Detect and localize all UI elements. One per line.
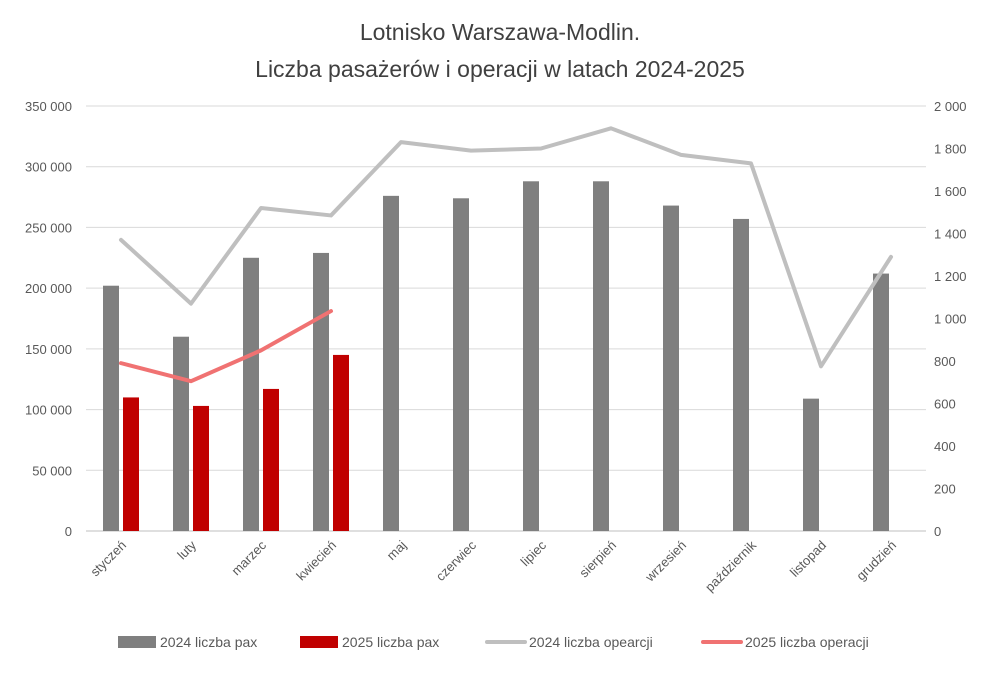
legend-label: 2024 liczba opearcji [529,634,653,650]
x-tick-label: grudzień [853,538,899,584]
bar-2025-pax [263,388,279,531]
bar-2024-pax [873,273,889,531]
lines [119,126,893,384]
y-right-tick-label: 1 000 [934,312,967,327]
y-right-tick-label: 200 [934,482,956,497]
y-right-tick-label: 2 000 [934,99,967,114]
y-left-tick-label: 200 000 [25,281,72,296]
bars [103,181,889,532]
bar-2025-pax [193,405,209,531]
y-right-tick-label: 400 [934,439,956,454]
legend-swatch [300,636,338,648]
y-right-tick-label: 1 600 [934,184,967,199]
y-left-tick-label: 350 000 [25,99,72,114]
legend: 2024 liczba pax 2025 liczba pax 2024 liczb… [118,634,869,650]
bar-2024-pax [313,252,329,531]
legend-label: 2025 liczba operacji [745,634,869,650]
y-left-tick-label: 0 [65,524,72,539]
legend-swatch [118,636,156,648]
bar-2024-pax [593,181,609,532]
bar-2024-pax [733,218,749,531]
bar-2024-pax [243,257,259,531]
y-left-tick-label: 250 000 [25,220,72,235]
bar-2024-pax [383,195,399,531]
x-tick-label: sierpień [576,538,619,581]
line-2025-operations [119,309,333,384]
chart-title-line-1: Lotnisko Warszawa-Modlin. [359,19,641,45]
x-tick-label: styczeń [87,538,129,580]
bar-2024-pax [453,198,469,532]
y-axis-right: 0 200 400 600 800 1 000 1 200 1 400 1 600 1 800 2 … [934,99,967,539]
gridlines [86,105,926,532]
y-left-tick-label: 100 000 [25,403,72,418]
x-tick-label: październik [702,537,759,594]
y-right-tick-label: 1 800 [934,142,967,157]
y-right-tick-label: 0 [934,524,941,539]
x-tick-label: listopad [787,538,829,580]
bar-2024-pax [663,205,679,532]
line-2024-operations [119,126,893,369]
x-tick-label: wrzesień [642,538,690,586]
x-tick-label: kwiecień [293,538,339,584]
bar-2024-pax [173,336,189,531]
y-left-tick-label: 50 000 [32,463,72,478]
y-axis-left: 0 50 000 100 000 150 000 200 000 250 000 300 0… [25,99,72,539]
x-tick-label: maj [384,537,409,562]
y-left-tick-label: 300 000 [25,160,72,175]
x-tick-label: czerwiec [433,537,480,584]
x-tick-label: marzec [228,537,269,578]
y-right-tick-label: 1 400 [934,227,967,242]
bar-2024-pax [523,181,539,532]
legend-label: 2024 liczba pax [160,634,257,650]
chart-title-line-2: Liczba pasażerów i operacji w latach 202… [255,56,745,82]
y-right-tick-label: 800 [934,354,956,369]
bar-2024-pax [803,398,819,531]
y-right-tick-label: 600 [934,397,956,412]
bar-2024-pax [103,285,119,531]
x-axis: styczeń luty marzec kwiecień maj czerwiec lipi… [87,537,899,594]
bar-2025-pax [333,354,349,531]
x-tick-label: lipiec [518,537,550,569]
y-right-tick-label: 1 200 [934,269,967,284]
x-tick-label: luty [174,537,199,562]
legend-label: 2025 liczba pax [342,634,439,650]
y-left-tick-label: 150 000 [25,342,72,357]
bar-2025-pax [123,397,139,531]
